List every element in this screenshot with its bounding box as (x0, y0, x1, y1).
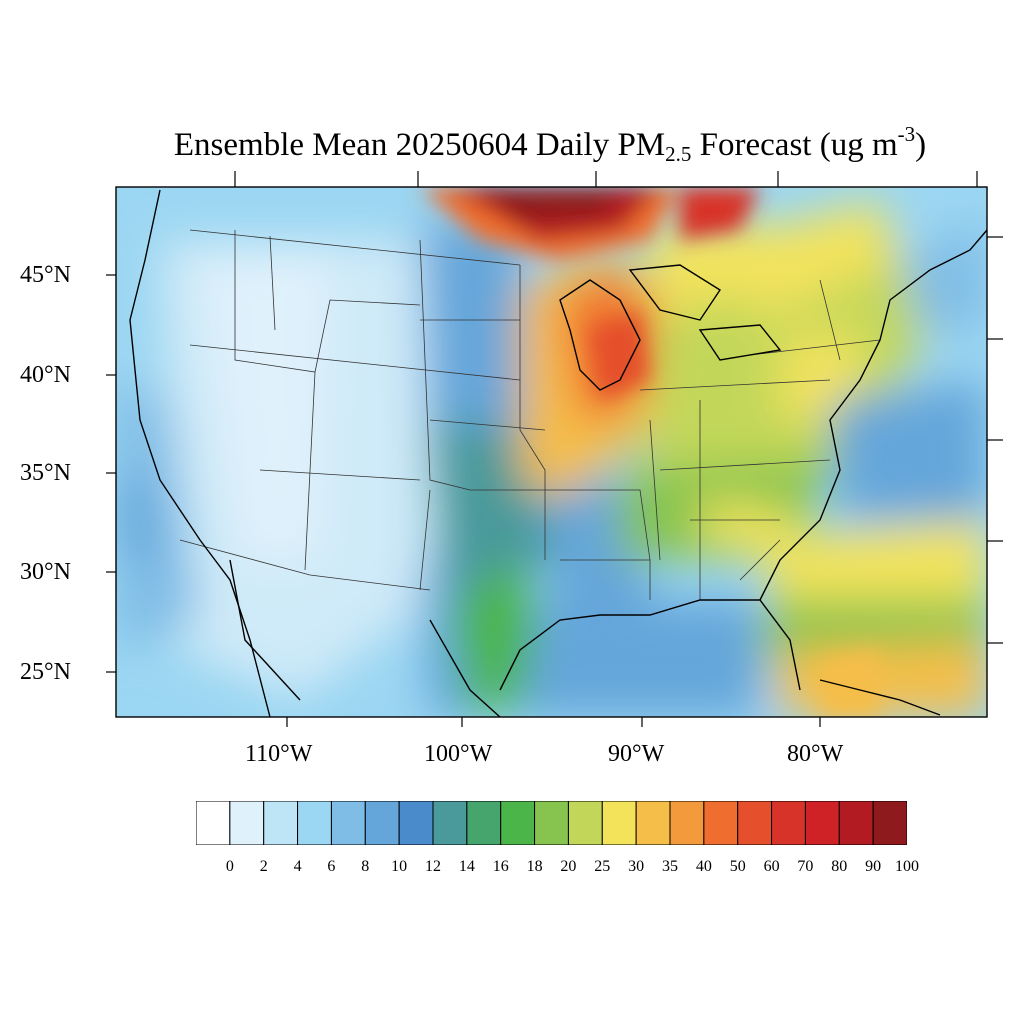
colorbar-label: 20 (560, 858, 577, 875)
colorbar-swatch (737, 801, 773, 845)
title-text: Ensemble Mean 20250604 Daily PM (173, 127, 666, 163)
lat-label-25n: 25°N (20, 659, 71, 685)
title-superscript: -3 (897, 122, 916, 146)
colorbar-label: 6 (327, 858, 336, 875)
lat-label-40n: 40°N (20, 362, 71, 388)
colorbar-swatch (669, 801, 705, 845)
map-title: Ensemble Mean 20250604 Daily PM2.5 Forec… (0, 112, 1024, 176)
colorbar-label: 16 (492, 858, 509, 875)
lon-label-110w: 110°W (245, 741, 313, 767)
colorbar (196, 801, 907, 845)
colorbar-label: 70 (797, 858, 814, 875)
lon-label-80w: 80°W (787, 741, 844, 767)
colorbar-label: 100 (895, 858, 919, 875)
colorbar-label: 50 (729, 858, 746, 875)
colorbar-label: 0 (225, 858, 234, 875)
lat-label-35n: 35°N (20, 460, 71, 486)
pm25-field (116, 187, 987, 717)
map-ticks (106, 171, 1003, 727)
lon-label-90w: 90°W (608, 741, 665, 767)
title-subscript: 2.5 (665, 142, 692, 166)
colorbar-label: 8 (361, 858, 370, 875)
colorbar-swatch (771, 801, 806, 845)
colorbar-swatch (534, 801, 569, 845)
colorbar-label: 90 (865, 858, 882, 875)
colorbar-swatch (838, 801, 874, 845)
colorbar-label: 10 (391, 858, 408, 875)
title-text-rest: Forecast (ug m (691, 127, 898, 163)
colorbar-swatch (398, 801, 434, 845)
colorbar-label: 60 (763, 858, 780, 875)
colorbar-swatch (703, 801, 739, 845)
title-close: ) (915, 127, 927, 163)
colorbar-swatch (804, 801, 840, 845)
colorbar-swatch (466, 801, 502, 845)
colorbar-label: 25 (594, 858, 611, 875)
colorbar-swatch (567, 801, 603, 845)
coastlines (129, 189, 987, 717)
colorbar-label: 2 (259, 858, 268, 875)
colorbar-swatch (229, 801, 265, 845)
colorbar-label: 18 (526, 858, 543, 875)
colorbar-swatch (432, 801, 468, 845)
colorbar-label: 30 (628, 858, 645, 875)
colorbar-swatch (872, 801, 907, 845)
state-boundaries (179, 229, 881, 600)
lat-label-45n: 45°N (20, 262, 71, 288)
colorbar-label: 14 (458, 858, 475, 875)
colorbar-swatch (601, 801, 637, 845)
lat-label-30n: 30°N (20, 559, 71, 585)
colorbar-swatch (196, 801, 231, 845)
colorbar-swatch (635, 801, 671, 845)
colorbar-label: 35 (662, 858, 678, 875)
colorbar-swatch (500, 801, 536, 845)
lon-label-100w: 100°W (424, 741, 493, 767)
colorbar-label: 12 (425, 858, 441, 875)
colorbar-label: 40 (695, 858, 712, 875)
colorbar-swatch (297, 801, 332, 845)
colorbar-swatch (330, 801, 366, 845)
colorbar-label: 4 (293, 858, 302, 875)
colorbar-swatch (364, 801, 400, 845)
colorbar-label: 80 (831, 858, 848, 875)
colorbar-swatch (263, 801, 299, 845)
map-frame (115, 186, 988, 718)
